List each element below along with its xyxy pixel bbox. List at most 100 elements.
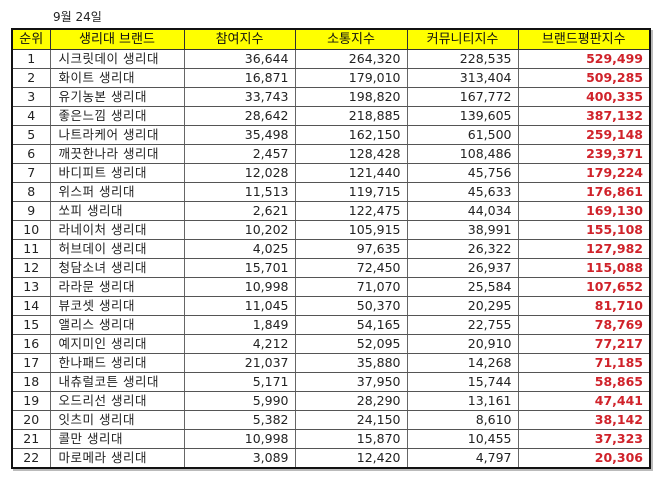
table-row: 14 뷰코셋 생리대 11,045 50,370 20,295 81,710 (11, 296, 651, 316)
header-participation: 참여지수 (183, 28, 296, 50)
brand-reputation-table: 순위 생리대 브랜드 참여지수 소통지수 커뮤니티지수 브랜드평판지수 1 시크릿… (11, 28, 651, 469)
communication-cell: 28,290 (294, 391, 408, 411)
table-row: 8 위스퍼 생리대 11,513 119,715 45,633 176,861 (11, 182, 651, 202)
reputation-cell: 179,224 (517, 163, 651, 183)
table-row: 18 내츄럴코튼 생리대 5,171 37,950 15,744 58,865 (11, 372, 651, 392)
reputation-cell: 239,371 (517, 144, 651, 164)
brand-cell: 깨끗한나라 생리대 (49, 144, 185, 164)
rank-cell: 7 (11, 163, 51, 183)
community-cell: 139,605 (406, 106, 519, 126)
communication-cell: 35,880 (294, 353, 408, 373)
brand-cell: 라라문 생리대 (49, 277, 185, 297)
communication-cell: 179,010 (294, 68, 408, 88)
communication-cell: 162,150 (294, 125, 408, 145)
table-row: 22 마로메라 생리대 3,089 12,420 4,797 20,306 (11, 448, 651, 469)
participation-cell: 4,025 (183, 239, 296, 259)
communication-cell: 198,820 (294, 87, 408, 107)
participation-cell: 11,045 (183, 296, 296, 316)
reputation-cell: 78,769 (517, 315, 651, 335)
brand-cell: 바디피트 생리대 (49, 163, 185, 183)
communication-cell: 37,950 (294, 372, 408, 392)
reputation-cell: 37,323 (517, 429, 651, 449)
reputation-cell: 77,217 (517, 334, 651, 354)
communication-cell: 105,915 (294, 220, 408, 240)
rank-cell: 6 (11, 144, 51, 164)
table-row: 21 콜만 생리대 10,998 15,870 10,455 37,323 (11, 429, 651, 449)
brand-cell: 유기농본 생리대 (49, 87, 185, 107)
table-body: 1 시크릿데이 생리대 36,644 264,320 228,535 529,499 2 화이… (11, 49, 651, 469)
table-row: 19 오드리선 생리대 5,990 28,290 13,161 47,441 (11, 391, 651, 411)
communication-cell: 218,885 (294, 106, 408, 126)
participation-cell: 2,457 (183, 144, 296, 164)
table-row: 13 라라문 생리대 10,998 71,070 25,584 107,652 (11, 277, 651, 297)
reputation-cell: 529,499 (517, 49, 651, 69)
brand-cell: 잇츠미 생리대 (49, 410, 185, 430)
reputation-cell: 58,865 (517, 372, 651, 392)
brand-cell: 한나패드 생리대 (49, 353, 185, 373)
header-row: 순위 생리대 브랜드 참여지수 소통지수 커뮤니티지수 브랜드평판지수 (11, 28, 651, 50)
rank-cell: 16 (11, 334, 51, 354)
rank-cell: 18 (11, 372, 51, 392)
table-row: 10 라네이처 생리대 10,202 105,915 38,991 155,108 (11, 220, 651, 240)
communication-cell: 50,370 (294, 296, 408, 316)
participation-cell: 15,701 (183, 258, 296, 278)
table-row: 15 앨리스 생리대 1,849 54,165 22,755 78,769 (11, 315, 651, 335)
header-community: 커뮤니티지수 (406, 28, 519, 50)
community-cell: 20,910 (406, 334, 519, 354)
header-rank: 순위 (11, 28, 51, 50)
communication-cell: 54,165 (294, 315, 408, 335)
communication-cell: 121,440 (294, 163, 408, 183)
rank-cell: 17 (11, 353, 51, 373)
rank-cell: 3 (11, 87, 51, 107)
table-row: 11 허브데이 생리대 4,025 97,635 26,322 127,982 (11, 239, 651, 259)
rank-cell: 19 (11, 391, 51, 411)
header-reputation: 브랜드평판지수 (517, 28, 651, 50)
communication-cell: 12,420 (294, 448, 408, 469)
table-row: 12 청담소녀 생리대 15,701 72,450 26,937 115,088 (11, 258, 651, 278)
community-cell: 8,610 (406, 410, 519, 430)
table-row: 4 좋은느낌 생리대 28,642 218,885 139,605 387,132 (11, 106, 651, 126)
rank-cell: 20 (11, 410, 51, 430)
date-label: 9월 24일 (53, 10, 102, 24)
brand-cell: 좋은느낌 생리대 (49, 106, 185, 126)
community-cell: 26,937 (406, 258, 519, 278)
rank-cell: 8 (11, 182, 51, 202)
reputation-cell: 259,148 (517, 125, 651, 145)
participation-cell: 16,871 (183, 68, 296, 88)
brand-cell: 콜만 생리대 (49, 429, 185, 449)
participation-cell: 4,212 (183, 334, 296, 354)
table-row: 7 바디피트 생리대 12,028 121,440 45,756 179,224 (11, 163, 651, 183)
participation-cell: 21,037 (183, 353, 296, 373)
rank-cell: 13 (11, 277, 51, 297)
participation-cell: 2,621 (183, 201, 296, 221)
brand-cell: 나트라케어 생리대 (49, 125, 185, 145)
brand-cell: 오드리선 생리대 (49, 391, 185, 411)
brand-cell: 예지미인 생리대 (49, 334, 185, 354)
participation-cell: 5,171 (183, 372, 296, 392)
brand-cell: 시크릿데이 생리대 (49, 49, 185, 69)
participation-cell: 5,382 (183, 410, 296, 430)
communication-cell: 71,070 (294, 277, 408, 297)
table-row: 5 나트라케어 생리대 35,498 162,150 61,500 259,148 (11, 125, 651, 145)
brand-cell: 쏘피 생리대 (49, 201, 185, 221)
rank-cell: 22 (11, 448, 51, 469)
community-cell: 38,991 (406, 220, 519, 240)
community-cell: 14,268 (406, 353, 519, 373)
table-row: 1 시크릿데이 생리대 36,644 264,320 228,535 529,499 (11, 49, 651, 69)
reputation-cell: 387,132 (517, 106, 651, 126)
community-cell: 13,161 (406, 391, 519, 411)
table-row: 16 예지미인 생리대 4,212 52,095 20,910 77,217 (11, 334, 651, 354)
community-cell: 45,756 (406, 163, 519, 183)
participation-cell: 10,202 (183, 220, 296, 240)
reputation-cell: 38,142 (517, 410, 651, 430)
brand-cell: 내츄럴코튼 생리대 (49, 372, 185, 392)
community-cell: 108,486 (406, 144, 519, 164)
community-cell: 4,797 (406, 448, 519, 469)
brand-cell: 뷰코셋 생리대 (49, 296, 185, 316)
rank-cell: 1 (11, 49, 51, 69)
reputation-cell: 47,441 (517, 391, 651, 411)
participation-cell: 35,498 (183, 125, 296, 145)
participation-cell: 1,849 (183, 315, 296, 335)
reputation-cell: 127,982 (517, 239, 651, 259)
rank-cell: 2 (11, 68, 51, 88)
